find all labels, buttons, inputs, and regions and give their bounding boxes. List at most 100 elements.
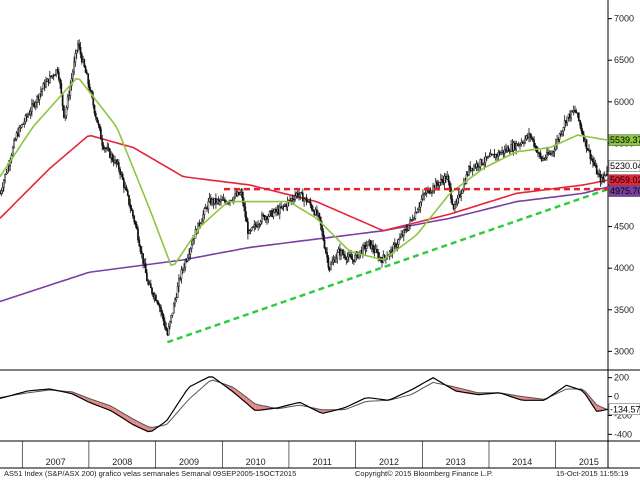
candle-body bbox=[137, 228, 139, 241]
candle-body bbox=[55, 69, 58, 76]
candle-body bbox=[374, 248, 377, 253]
candle-body bbox=[593, 161, 595, 166]
candle-body bbox=[64, 115, 67, 118]
last-value-badge-ma-short bbox=[608, 134, 640, 146]
candle-body bbox=[576, 112, 579, 114]
candle-body bbox=[188, 253, 190, 258]
candle-body bbox=[75, 49, 78, 54]
candle-body bbox=[234, 193, 236, 198]
candle-body bbox=[393, 243, 396, 245]
candle-body bbox=[494, 154, 497, 158]
oscillator-fill-segment bbox=[452, 386, 456, 391]
footer-copyright: Copyright© 2015 Bloomberg Finance L.P. bbox=[355, 469, 493, 478]
candle-body bbox=[29, 111, 32, 115]
candle-body bbox=[517, 144, 520, 146]
candle-body bbox=[523, 142, 525, 144]
candle-body bbox=[584, 139, 587, 142]
candle-body bbox=[396, 244, 399, 248]
candle-body bbox=[37, 96, 40, 100]
candle-body bbox=[377, 251, 380, 259]
candle-body bbox=[208, 197, 211, 202]
candle-body bbox=[604, 173, 607, 176]
candle-body bbox=[549, 153, 552, 155]
candle-body bbox=[87, 73, 90, 85]
candle-body bbox=[120, 173, 123, 176]
candle-body bbox=[189, 248, 192, 255]
candle-body bbox=[469, 166, 472, 171]
candle-body bbox=[175, 297, 178, 301]
candle-body bbox=[525, 135, 528, 140]
candle-body bbox=[126, 190, 129, 196]
candle-body bbox=[461, 189, 464, 194]
candle-body bbox=[548, 153, 551, 155]
candle-body bbox=[280, 206, 282, 209]
candle-body bbox=[529, 133, 532, 137]
x-tick-label: 2014 bbox=[512, 457, 532, 467]
candle-body bbox=[211, 199, 213, 205]
candle-body bbox=[54, 74, 56, 76]
candle-body bbox=[28, 113, 31, 116]
candle-body bbox=[244, 206, 247, 218]
candle-body bbox=[418, 206, 420, 210]
candle-body bbox=[11, 146, 14, 156]
candle-body bbox=[84, 66, 87, 73]
candle-body bbox=[100, 128, 102, 140]
oscillator-fill-segment bbox=[592, 400, 596, 411]
candle-body bbox=[324, 247, 327, 253]
oscillator-fill-segment bbox=[258, 404, 262, 411]
candle-body bbox=[383, 254, 386, 258]
candle-body bbox=[2, 180, 5, 188]
candle-body bbox=[224, 199, 226, 203]
candle-body bbox=[544, 157, 547, 160]
candle-body bbox=[363, 244, 365, 247]
candle-body bbox=[575, 110, 578, 114]
candle-body bbox=[158, 304, 161, 308]
candle-body bbox=[543, 158, 546, 160]
candle-body bbox=[123, 179, 125, 188]
candle-body bbox=[372, 244, 374, 251]
candle-body bbox=[193, 237, 196, 241]
candle-body bbox=[560, 133, 562, 135]
candle-body bbox=[268, 211, 271, 217]
candle-body bbox=[390, 249, 392, 252]
candle-body bbox=[93, 105, 96, 114]
y-tick-label: 4500 bbox=[614, 222, 634, 232]
candle-body bbox=[112, 159, 115, 164]
candle-body bbox=[530, 135, 533, 139]
candle-body bbox=[551, 151, 553, 154]
candle-body bbox=[15, 132, 18, 140]
candle-body bbox=[350, 255, 353, 260]
candle-body bbox=[240, 191, 243, 194]
candle-body bbox=[406, 229, 409, 232]
candle-body bbox=[80, 53, 83, 63]
candle-body bbox=[314, 209, 317, 215]
x-tick-label: 2007 bbox=[46, 457, 66, 467]
x-tick-label: 2013 bbox=[446, 457, 466, 467]
candle-body bbox=[142, 253, 144, 264]
candle-body bbox=[216, 199, 219, 204]
candle-body bbox=[465, 174, 468, 184]
candle-body bbox=[243, 202, 245, 208]
candle-body bbox=[553, 149, 556, 152]
candle-body bbox=[172, 303, 175, 314]
candle-body bbox=[185, 260, 188, 262]
ma-mid-line bbox=[0, 134, 609, 232]
candle-body bbox=[295, 192, 298, 197]
oscillator-last-value-badge: -134.574 bbox=[608, 403, 640, 416]
candle-body bbox=[294, 195, 296, 200]
candle-body bbox=[443, 175, 446, 184]
candle-body bbox=[176, 286, 179, 298]
candle-body bbox=[83, 59, 86, 67]
oscillator-fill-segment bbox=[255, 404, 259, 411]
candle-body bbox=[492, 154, 495, 156]
oscillator-signal-line bbox=[0, 379, 609, 428]
candle-body bbox=[603, 175, 606, 180]
candle-body bbox=[111, 154, 114, 161]
candle-body bbox=[300, 192, 303, 194]
candle-body bbox=[1, 187, 4, 191]
oscillator-last-value: -134.574 bbox=[610, 404, 640, 414]
candle-body bbox=[148, 283, 151, 285]
candle-body bbox=[144, 263, 147, 274]
candle-body bbox=[135, 223, 138, 230]
candle-body bbox=[414, 212, 417, 219]
